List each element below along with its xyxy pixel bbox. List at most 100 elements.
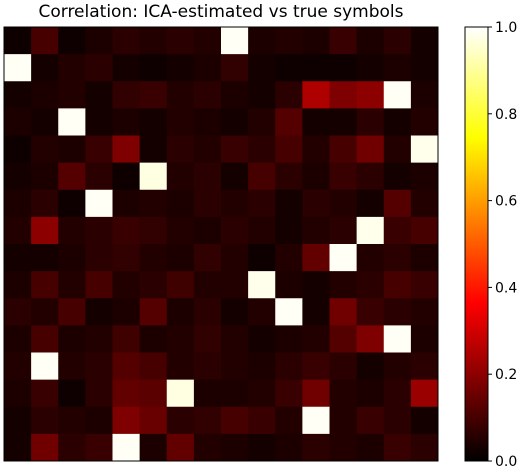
heatmap-cell <box>302 81 330 109</box>
heatmap-cell <box>85 54 113 82</box>
heatmap-cell <box>31 189 59 218</box>
heatmap-cell <box>4 27 32 55</box>
heatmap-cell <box>31 379 59 408</box>
heatmap-cell <box>410 216 439 245</box>
heatmap-cell <box>58 54 86 82</box>
heatmap-cell <box>275 433 303 462</box>
heatmap-cell <box>410 189 439 218</box>
heatmap-cell <box>275 406 303 435</box>
heatmap-cell <box>383 135 412 164</box>
heatmap-cell <box>193 433 222 462</box>
heatmap-cell <box>166 244 195 272</box>
heatmap-cell <box>58 162 86 191</box>
heatmap-cell <box>85 135 113 164</box>
heatmap-cell <box>139 298 168 326</box>
heatmap-cell <box>410 27 439 55</box>
heatmap-cell <box>193 54 222 82</box>
heatmap-cell <box>383 325 412 353</box>
heatmap-cell <box>4 433 32 462</box>
heatmap-cell <box>166 108 195 136</box>
heatmap-cell <box>221 135 249 164</box>
heatmap-cell <box>139 216 168 245</box>
heatmap-cell <box>275 27 303 55</box>
heatmap-cell <box>112 162 141 191</box>
heatmap-cell <box>410 135 439 164</box>
heatmap-cell <box>85 244 113 272</box>
heatmap-cell <box>166 81 195 109</box>
chart-title: Correlation: ICA-estimated vs true symbo… <box>38 2 403 22</box>
heatmap-cell <box>139 135 168 164</box>
heatmap-cell <box>193 162 222 191</box>
heatmap-cell <box>410 81 439 109</box>
heatmap-cell <box>329 271 358 299</box>
heatmap-cells <box>4 27 439 462</box>
heatmap-cell <box>85 352 113 381</box>
heatmap-cell <box>221 189 249 218</box>
heatmap-cell <box>383 406 412 435</box>
heatmap-cell <box>58 406 86 435</box>
heatmap-frame <box>3 26 439 462</box>
heatmap-cell <box>166 216 195 245</box>
heatmap-cell <box>58 27 86 55</box>
heatmap-cell <box>329 298 358 326</box>
heatmap-cell <box>112 54 141 82</box>
heatmap-cell <box>4 162 32 191</box>
heatmap-cell <box>31 244 59 272</box>
heatmap-cell <box>356 108 385 136</box>
heatmap-cell <box>112 108 141 136</box>
heatmap-cell <box>248 433 276 462</box>
heatmap-cell <box>221 379 249 408</box>
heatmap-cell <box>410 108 439 136</box>
heatmap-cell <box>166 162 195 191</box>
heatmap-cell <box>139 433 168 462</box>
heatmap-cell <box>85 298 113 326</box>
heatmap-cell <box>248 298 276 326</box>
heatmap-cell <box>302 271 330 299</box>
heatmap-cell <box>166 325 195 353</box>
heatmap-cell <box>221 325 249 353</box>
heatmap-cell <box>139 244 168 272</box>
heatmap-cell <box>139 81 168 109</box>
heatmap-cell <box>4 325 32 353</box>
heatmap-cell <box>329 216 358 245</box>
heatmap-cell <box>302 244 330 272</box>
heatmap-cell <box>193 325 222 353</box>
heatmap-cell <box>166 54 195 82</box>
heatmap-cell <box>356 271 385 299</box>
heatmap-cell <box>329 433 358 462</box>
heatmap-cell <box>31 216 59 245</box>
colorbar-tick-label: 0.6 <box>495 194 517 210</box>
heatmap-cell <box>383 162 412 191</box>
heatmap-cell <box>58 189 86 218</box>
heatmap-cell <box>302 108 330 136</box>
heatmap-cell <box>248 216 276 245</box>
heatmap-cell <box>248 189 276 218</box>
heatmap-cell <box>31 352 59 381</box>
heatmap-cell <box>329 406 358 435</box>
heatmap-cell <box>31 271 59 299</box>
heatmap-cell <box>58 135 86 164</box>
heatmap-cell <box>248 27 276 55</box>
heatmap-cell <box>139 406 168 435</box>
heatmap-cell <box>112 135 141 164</box>
heatmap-cell <box>221 406 249 435</box>
heatmap-cell <box>248 406 276 435</box>
heatmap-cell <box>248 352 276 381</box>
heatmap-cell <box>85 433 113 462</box>
heatmap-cell <box>31 406 59 435</box>
heatmap-cell <box>302 54 330 82</box>
heatmap-cell <box>221 298 249 326</box>
heatmap-cell <box>58 216 86 245</box>
heatmap-cell <box>139 108 168 136</box>
heatmap-cell <box>356 325 385 353</box>
heatmap-cell <box>112 216 141 245</box>
heatmap-cell <box>193 379 222 408</box>
heatmap-cell <box>193 135 222 164</box>
heatmap-cell <box>275 54 303 82</box>
heatmap-cell <box>302 27 330 55</box>
heatmap-cell <box>112 352 141 381</box>
heatmap-cell <box>383 189 412 218</box>
heatmap-cell <box>112 81 141 109</box>
heatmap-cell <box>356 189 385 218</box>
